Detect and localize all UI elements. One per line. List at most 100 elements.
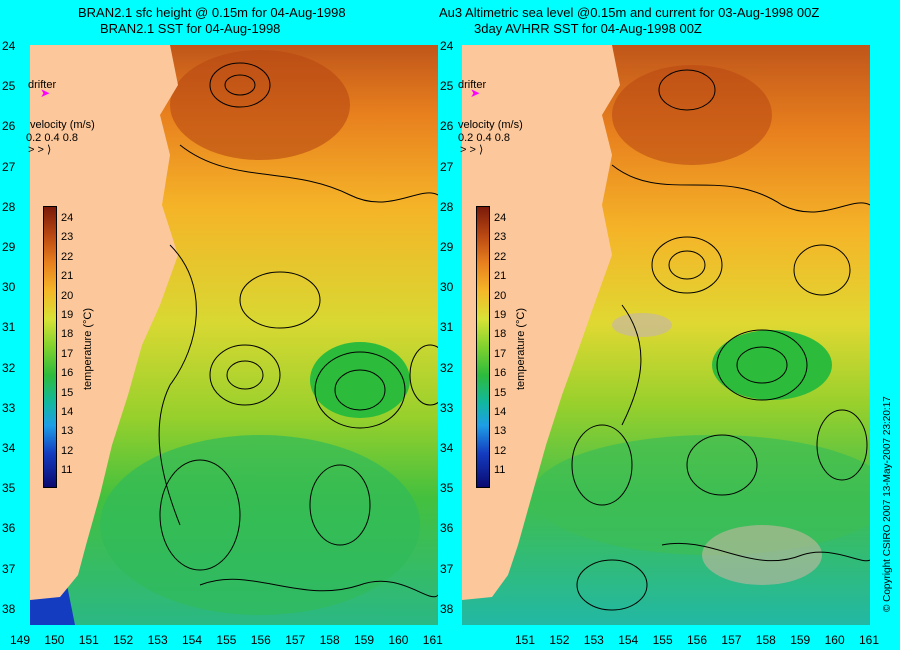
y-tick-label: 32 xyxy=(440,360,454,375)
x-tick-label: 151 xyxy=(515,633,536,647)
y-tick-label: 35 xyxy=(2,481,16,496)
y-tick-label: 36 xyxy=(440,521,454,536)
colorbar-left xyxy=(43,206,57,488)
right-map-svg: ➤ xyxy=(462,45,870,625)
colorbar-tick-label: 16 xyxy=(494,367,507,380)
colorbar-tick-label: 23 xyxy=(494,231,507,244)
left-map-panel: ➤ xyxy=(30,45,438,625)
colorbar-tick-label: 19 xyxy=(61,309,74,321)
y-tick-label: 25 xyxy=(2,79,16,94)
colorbar-tick-label: 16 xyxy=(61,367,74,380)
x-tick-label: 151 xyxy=(78,633,99,647)
y-tick-label: 25 xyxy=(440,79,454,94)
right-title-line2: 3day AVHRR SST for 04-Aug-1998 00Z xyxy=(474,21,702,36)
colorbar-tick-label: 14 xyxy=(494,406,507,418)
y-tick-label: 31 xyxy=(2,320,16,335)
left-map-svg: ➤ xyxy=(30,45,438,625)
x-tick-label: 158 xyxy=(319,633,340,647)
x-tick-label: 153 xyxy=(583,633,604,647)
y-tick-label: 27 xyxy=(440,159,454,174)
colorbar-label-right: temperature (°C) xyxy=(515,307,527,390)
land-right xyxy=(462,45,620,600)
velocity-label-left: velocity (m/s) xyxy=(30,119,95,131)
drifter-label-left: drifter xyxy=(28,79,57,91)
left-title-line2: BRAN2.1 SST for 04-Aug-1998 xyxy=(100,21,281,36)
y-tick-label: 35 xyxy=(440,481,454,496)
x-tick-label: 156 xyxy=(687,633,708,647)
colorbar-tick-label: 12 xyxy=(61,444,74,457)
y-tick-label: 38 xyxy=(440,601,454,616)
y-tick-label: 34 xyxy=(2,441,16,455)
colorbar-tick-label: 24 xyxy=(494,212,507,224)
colorbar-tick-label: 13 xyxy=(61,425,74,438)
colorbar-tick-label: 11 xyxy=(61,464,73,477)
colorbar-tick-label: 23 xyxy=(61,231,74,244)
colorbar-tick-label: 24 xyxy=(61,212,74,224)
x-tick-label: 154 xyxy=(618,633,639,647)
copyright-text: © Copyright CSIRO 2007 13-May-2007 23:20… xyxy=(882,396,893,612)
x-tick-label: 159 xyxy=(790,633,811,647)
velocity-arrows-right: ˃ > ⟩ xyxy=(460,144,484,156)
y-tick-label: 27 xyxy=(2,159,16,174)
y-tick-label: 28 xyxy=(2,199,16,214)
y-tick-label: 38 xyxy=(2,601,16,616)
y-tick-label: 37 xyxy=(440,561,454,576)
colorbar-tick-label: 18 xyxy=(494,328,507,341)
x-tick-label: 159 xyxy=(354,633,375,647)
drifter-marker-left: ➤ xyxy=(40,86,50,100)
y-tick-label: 33 xyxy=(2,400,16,415)
x-tick-label: 152 xyxy=(549,633,570,647)
colorbar-tick-label: 22 xyxy=(61,250,74,263)
colorbar-tick-label: 18 xyxy=(61,328,74,341)
x-tick-label: 161 xyxy=(422,633,443,647)
drifter-label-right: drifter xyxy=(458,79,487,91)
y-tick-label: 32 xyxy=(2,360,16,375)
colorbar-tick-label: 21 xyxy=(61,270,74,283)
colorbar-tick-label: 13 xyxy=(494,425,507,438)
y-tick-label: 29 xyxy=(2,240,16,254)
colorbar-tick-label: 22 xyxy=(494,250,507,263)
velocity-values-right: 0.2 0.4 0.8 xyxy=(458,132,510,144)
y-tick-label: 37 xyxy=(2,561,16,576)
colorbar-tick-label: 21 xyxy=(494,270,507,283)
x-tick-label: 155 xyxy=(652,633,673,647)
colorbar-right xyxy=(476,206,490,488)
y-tick-label: 26 xyxy=(440,119,454,134)
x-tick-label: 161 xyxy=(859,633,880,647)
x-tick-label: 155 xyxy=(216,633,237,647)
x-tick-label: 154 xyxy=(182,633,203,647)
left-title-line1: BRAN2.1 sfc height @ 0.15m for 04-Aug-19… xyxy=(78,5,346,20)
x-tick-label: 160 xyxy=(388,633,409,647)
y-tick-label: 33 xyxy=(440,400,454,415)
colorbar-tick-label: 17 xyxy=(61,347,74,360)
colorbar-tick-label: 20 xyxy=(494,289,507,302)
x-tick-label: 158 xyxy=(755,633,776,647)
drifter-marker-right: ➤ xyxy=(470,86,480,100)
x-tick-label: 153 xyxy=(147,633,168,647)
y-tick-label: 28 xyxy=(440,199,454,214)
x-tick-label: 149 xyxy=(10,633,31,647)
y-tick-label: 29 xyxy=(440,240,454,254)
right-map-panel: ➤ xyxy=(462,45,870,625)
x-tick-label: 157 xyxy=(285,633,306,647)
colorbar-tick-label: 11 xyxy=(494,464,506,477)
velocity-arrows-left: ˃ > ⟩ xyxy=(28,144,52,156)
x-tick-label: 157 xyxy=(721,633,742,647)
colorbar-tick-label: 12 xyxy=(494,444,507,457)
y-tick-label: 24 xyxy=(2,39,16,53)
y-tick-label: 31 xyxy=(440,320,454,335)
colorbar-label-left: temperature (°C) xyxy=(82,307,94,390)
right-title-line1: Au3 Altimetric sea level @0.15m and curr… xyxy=(439,5,820,20)
x-tick-label: 156 xyxy=(250,633,271,647)
y-tick-label: 36 xyxy=(2,521,16,536)
y-tick-label: 26 xyxy=(2,119,16,134)
colorbar-tick-label: 14 xyxy=(61,406,74,418)
y-tick-label: 30 xyxy=(440,280,454,295)
colorbar-tick-label: 19 xyxy=(494,309,507,321)
velocity-values-left: 0.2 0.4 0.8 xyxy=(26,132,78,144)
x-tick-label: 160 xyxy=(824,633,845,647)
y-tick-label: 30 xyxy=(2,280,16,295)
colorbar-tick-label: 20 xyxy=(61,289,74,302)
colorbar-tick-label: 15 xyxy=(61,386,74,399)
y-tick-label: 24 xyxy=(440,39,454,53)
